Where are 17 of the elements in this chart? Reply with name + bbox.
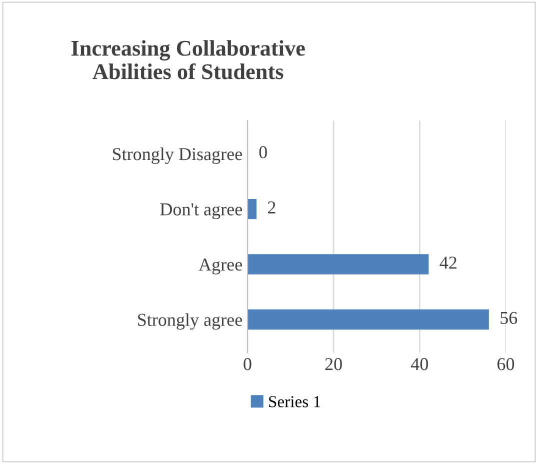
chart-title: Increasing Collaborative Abilities of Students <box>71 40 305 80</box>
bar <box>247 254 429 274</box>
y-tick-label: Strongly agree <box>138 313 242 330</box>
x-tick-label: 20 <box>325 358 342 370</box>
x-tick-label: 0 <box>244 358 252 370</box>
data-label: 56 <box>500 312 518 324</box>
y-tick-label: Strongly Disagree <box>112 148 242 164</box>
bar <box>247 198 257 220</box>
y-tick-label: Don't agree <box>160 203 242 220</box>
legend-label: Series 1 <box>269 396 320 408</box>
bar <box>247 309 489 330</box>
x-tick-label: 60 <box>497 358 514 370</box>
data-label: 0 <box>259 146 267 158</box>
data-label: 42 <box>440 256 456 269</box>
x-tick-label: 40 <box>410 358 428 370</box>
data-label: 2 <box>268 201 276 214</box>
y-tick-label: Agree <box>198 258 242 274</box>
